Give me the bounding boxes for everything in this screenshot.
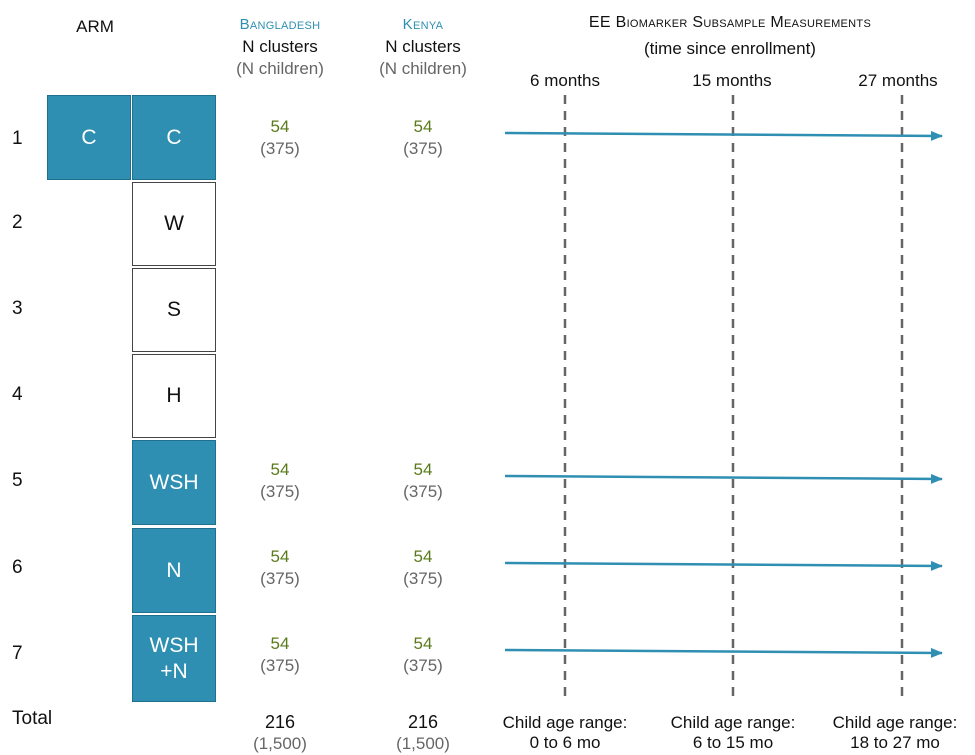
arm-1-arrow [504,130,943,141]
measurements-title: EE Biomarker Subsample Measurements [588,14,872,31]
arm-4-box-h: H [132,354,216,438]
bangladesh-label: Bangladesh [239,16,321,33]
arm-number-4: 4 [12,384,23,405]
arm-number-5: 5 [12,470,23,491]
arm-3-box-s: S [132,268,216,352]
children-count: (375) [403,139,443,158]
children-count: (375) [260,569,300,588]
timepoint-15-months: 15 months [692,71,772,90]
age-range-6-months: Child age range: 0 to 6 mo [485,713,645,753]
measurements-header: EE Biomarker Subsample Measurements (tim… [510,12,950,60]
arm-number-6: 6 [12,557,23,578]
cluster-count: 54 [270,634,290,653]
kenya-arm-7: 54 (375) [368,633,478,677]
age-range-value: 0 to 6 mo [529,733,601,752]
arm-number-7: 7 [12,643,23,664]
cluster-count: 54 [270,547,290,566]
bangladesh-arm-6: 54 (375) [225,546,335,590]
age-range-15-months: Child age range: 6 to 15 mo [653,713,813,753]
age-range-value: 6 to 15 mo [692,733,774,752]
arm-header: ARM [76,17,114,36]
kenya-clusters-label: N clusters [385,37,461,56]
bangladesh-children-label: (N children) [236,59,324,78]
kenya-arm-6: 54 (375) [368,546,478,590]
total-label: Total [12,708,53,729]
kenya-arm-5: 54 (375) [368,459,478,503]
cluster-count: 54 [270,117,290,136]
cluster-count: 54 [413,547,433,566]
children-count: (375) [260,656,300,675]
bangladesh-total: 216 (1,500) [225,711,335,755]
arm-5-arrow [504,473,943,484]
arm-2-box-w: W [132,182,216,266]
kenya-label: Kenya [402,16,444,33]
arm-number-1: 1 [12,128,23,149]
bangladesh-arm-5: 54 (375) [225,459,335,503]
children-count: (375) [260,482,300,501]
arm-6-box-n: N [132,528,216,613]
total-clusters: 216 [264,712,296,732]
total-clusters: 216 [407,712,439,732]
children-count: (375) [403,482,443,501]
bangladesh-arm-7: 54 (375) [225,633,335,677]
bangladesh-header: Bangladesh N clusters (N children) [220,14,340,80]
age-range-label: Child age range: [832,713,958,732]
kenya-arm-1: 54 (375) [368,116,478,160]
bangladesh-clusters-label: N clusters [242,37,318,56]
total-children: (1,500) [253,734,307,753]
arm-7-arrow [504,647,943,658]
children-count: (375) [403,656,443,675]
kenya-total: 216 (1,500) [368,711,478,755]
cluster-count: 54 [413,634,433,653]
cluster-count: 54 [413,117,433,136]
kenya-children-label: (N children) [379,59,467,78]
measurements-subtitle: (time since enrollment) [644,39,816,58]
age-range-27-months: Child age range: 18 to 27 mo [815,713,975,753]
children-count: (375) [403,569,443,588]
children-count: (375) [260,139,300,158]
arm-7-box-wsh-n: WSH +N [132,615,216,702]
arm-6-arrow [504,560,943,571]
arm-5-box-wsh: WSH [132,440,216,525]
arm-1-box-c-right: C [132,95,216,180]
arm-number-2: 2 [12,212,23,233]
timepoint-27-months: 27 months [858,71,938,90]
bangladesh-arm-1: 54 (375) [225,116,335,160]
timepoint-6-months: 6 months [530,71,600,90]
arm-1-box-c-left: C [47,95,131,180]
age-range-label: Child age range: [670,713,796,732]
kenya-header: Kenya N clusters (N children) [363,14,483,80]
arm-number-3: 3 [12,298,23,319]
age-range-label: Child age range: [502,713,628,732]
age-range-value: 18 to 27 mo [850,733,940,752]
cluster-count: 54 [270,460,290,479]
total-children: (1,500) [396,734,450,753]
cluster-count: 54 [413,460,433,479]
